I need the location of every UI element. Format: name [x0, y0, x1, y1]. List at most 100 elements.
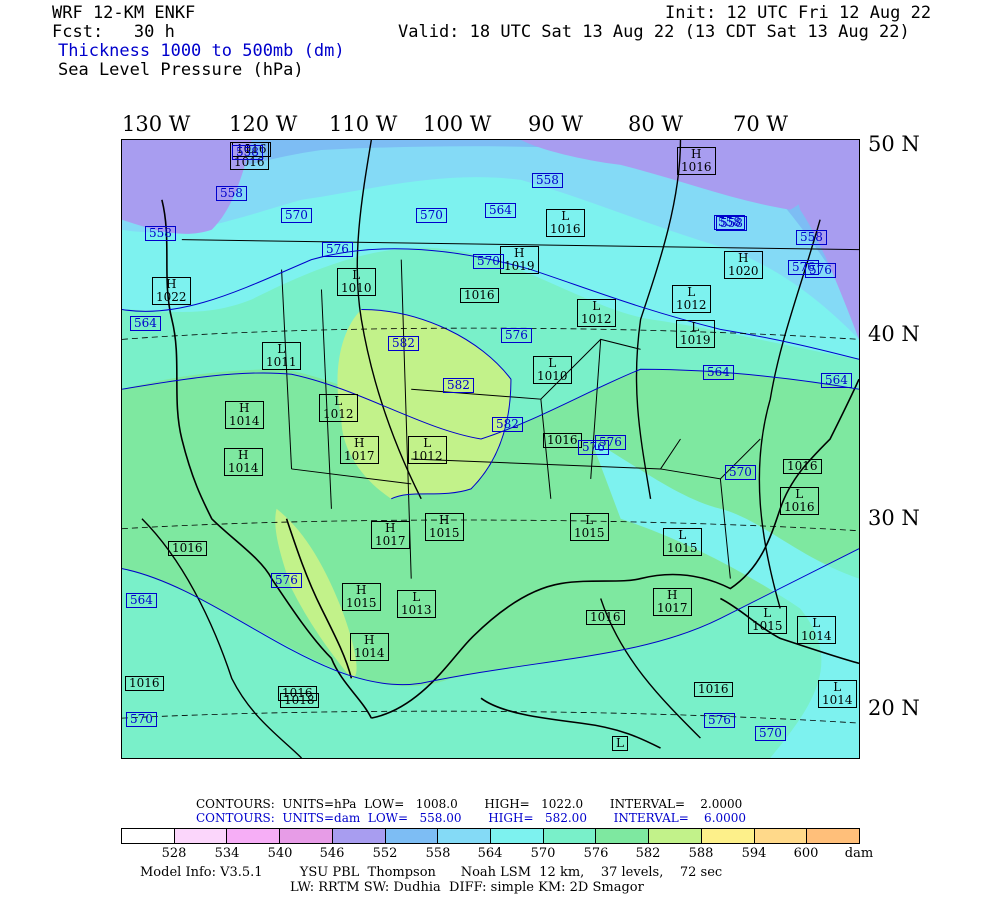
scale-swatch-600	[754, 829, 808, 843]
label-value: 1011	[266, 355, 297, 369]
scale-swatch-594	[701, 829, 755, 843]
color-scale-bar	[121, 828, 860, 844]
lon-label-110w: 110 W	[329, 112, 398, 136]
label-value: 1019	[680, 333, 711, 347]
isobar-label: 1018	[280, 693, 319, 708]
label-value: 1017	[657, 601, 688, 615]
low-pressure-center: L 1014	[818, 680, 857, 708]
label-value: 576	[708, 713, 731, 727]
label-value: 558	[800, 230, 823, 244]
label-value: 1017	[344, 449, 375, 463]
scale-unit: dam	[844, 846, 874, 861]
label-value: 576	[326, 242, 349, 256]
label-value: 1017	[375, 534, 406, 548]
thickness-label: 582	[443, 378, 474, 393]
label-value: 582	[496, 417, 519, 431]
label-value: 1016	[787, 459, 818, 473]
label-value: 558	[536, 173, 559, 187]
label-value: 1020	[728, 264, 759, 278]
thickness-label: 558	[145, 226, 176, 241]
label-value: 1012	[323, 407, 354, 421]
isobar-label: 1016	[783, 459, 822, 474]
isobar-label: 1016	[694, 682, 733, 697]
thickness-label: 570	[416, 208, 447, 223]
high-pressure-center: H 1014	[350, 633, 389, 661]
label-value: 1014	[228, 461, 259, 475]
thickness-label: 570	[473, 254, 504, 269]
pressure-center-type: L	[812, 616, 821, 630]
pressure-center-type: L	[548, 356, 557, 370]
pressure-center-type: L	[423, 436, 432, 450]
pressure-center-type: H	[439, 513, 450, 527]
label-value: 1012	[581, 312, 612, 326]
scale-swatch-606	[807, 829, 860, 843]
pressure-center-type: H	[514, 246, 525, 260]
label-value: 1016	[234, 155, 265, 169]
scale-swatch-582	[596, 829, 650, 843]
isobar-label: 1016	[125, 676, 164, 691]
label-value: 564	[134, 316, 157, 330]
thickness-label: 570	[755, 726, 786, 741]
lat-label-40n: 40 N	[868, 322, 920, 346]
label-value: 1014	[229, 414, 260, 428]
label-value: 564	[130, 593, 153, 607]
high-pressure-center: H 1016	[677, 147, 716, 175]
thickness-label: 576	[322, 242, 353, 257]
label-value: 576	[582, 440, 605, 454]
pressure-center-type: L	[687, 285, 696, 299]
isobar-label: 1016	[168, 541, 207, 556]
low-pressure-center: L 1015	[748, 606, 787, 634]
high-pressure-center: H 1015	[342, 583, 381, 611]
scale-tick: 558	[425, 846, 451, 861]
label-value: L	[616, 736, 624, 750]
scale-tick: 576	[583, 846, 609, 861]
pressure-center-type: L	[561, 209, 570, 223]
high-pressure-center: H 1014	[224, 448, 263, 476]
thickness-label: 576	[271, 573, 302, 588]
low-pressure-center: L 1016	[780, 487, 819, 515]
thickness-label: 570	[725, 465, 756, 480]
label-value: 576	[792, 260, 815, 274]
label-value: 1019	[504, 259, 535, 273]
thickness-label: 582	[388, 336, 419, 351]
thickness-label: 558	[532, 173, 563, 188]
high-pressure-center: H 1015	[425, 513, 464, 541]
thickness-label: 576	[501, 328, 532, 343]
label-value: 1016	[681, 160, 712, 174]
lat-label-50n: 50 N	[868, 132, 920, 156]
pressure-center-type: L	[763, 606, 772, 620]
thickness-label: 576	[578, 440, 609, 455]
label-value: 582	[447, 378, 470, 392]
pressure-center-type: H	[364, 633, 375, 647]
pressure-center-type: H	[354, 436, 365, 450]
label-value: 1022	[156, 290, 187, 304]
label-value: 558	[220, 186, 243, 200]
label-value: 558	[718, 215, 741, 229]
lat-label-30n: 30 N	[868, 506, 920, 530]
forecast-hour: Fcst: 30 h	[52, 22, 175, 42]
label-value: 570	[477, 254, 500, 268]
label-value: 570	[729, 465, 752, 479]
low-pressure-center: L 1010	[533, 356, 572, 384]
label-value: 1016	[172, 541, 203, 555]
low-pressure-center: L 1011	[262, 342, 301, 370]
pressure-center-type: L	[795, 487, 804, 501]
low-pressure-center: L 1013	[397, 590, 436, 618]
slp-title: Sea Level Pressure (hPa)	[58, 60, 304, 80]
lon-label-90w: 90 W	[528, 112, 583, 136]
label-value: 570	[420, 208, 443, 222]
scale-swatch-552	[332, 829, 386, 843]
contours-hpa-info: CONTOURS: UNITS=hPa LOW= 1008.0 HIGH= 10…	[196, 797, 743, 811]
pressure-center-type: L	[833, 680, 842, 694]
scale-tick: 564	[477, 846, 503, 861]
thickness-label: 576	[595, 435, 626, 450]
thickness-label: 564	[130, 316, 161, 331]
label-value: 570	[759, 726, 782, 740]
pressure-center-type: H	[691, 147, 702, 161]
low-pressure-center: L 1015	[570, 513, 609, 541]
thickness-label: 564	[821, 373, 852, 388]
scale-swatch-534	[174, 829, 228, 843]
thickness-label: 564	[485, 203, 516, 218]
lon-label-70w: 70 W	[733, 112, 788, 136]
label-value: 1010	[537, 369, 568, 383]
